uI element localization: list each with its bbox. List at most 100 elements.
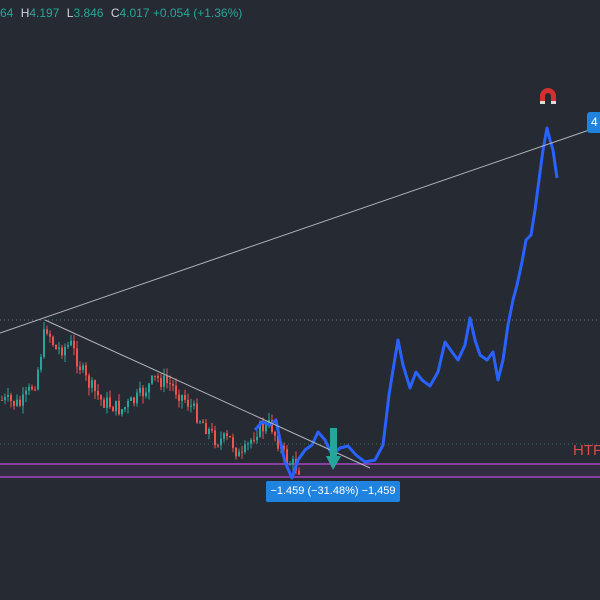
- candle-body: [22, 394, 24, 406]
- candle-body: [184, 395, 186, 400]
- candle-body: [49, 333, 51, 337]
- measure-label: −1.459 (−31.48%) −1,459: [266, 481, 400, 502]
- candle-body: [199, 421, 201, 423]
- high-key: H: [20, 6, 30, 20]
- candle-body: [151, 375, 153, 384]
- candle-body: [187, 399, 189, 407]
- candle-body: [7, 395, 9, 397]
- candle-body: [97, 391, 99, 396]
- trend-line: [44, 319, 371, 469]
- candle-body: [46, 329, 48, 334]
- candle-body: [247, 443, 249, 445]
- candle-body: [100, 395, 102, 400]
- candle-body: [250, 439, 252, 444]
- arrow-body: [330, 428, 337, 456]
- candle-body: [172, 383, 174, 386]
- candle-body: [139, 387, 141, 393]
- candle-body: [244, 444, 246, 453]
- candle-body: [55, 344, 57, 350]
- candle-body: [40, 356, 42, 370]
- candle-body: [106, 397, 108, 408]
- candle-body: [127, 401, 129, 408]
- candle-body: [37, 369, 39, 390]
- candle-body: [91, 380, 93, 388]
- candle-body: [70, 340, 72, 346]
- candle-body: [241, 451, 243, 453]
- candle-body: [265, 423, 267, 432]
- candle-body: [148, 383, 150, 393]
- candle-body: [298, 470, 300, 475]
- close-value: 4.017: [119, 6, 150, 20]
- candle-body: [223, 433, 225, 439]
- candle-body: [28, 386, 30, 391]
- candle-body: [16, 399, 18, 406]
- candle-body: [235, 447, 237, 457]
- candle-body: [58, 347, 60, 350]
- magnet-icon: [540, 88, 556, 104]
- candle-body: [238, 451, 240, 457]
- magnet-tip: [540, 101, 545, 104]
- candle-body: [208, 428, 210, 435]
- candle-body: [145, 392, 147, 397]
- high-value: 4.197: [29, 6, 60, 20]
- candle-body: [283, 445, 285, 450]
- candle-body: [220, 438, 222, 446]
- candle-body: [217, 445, 219, 447]
- candle-body: [25, 390, 27, 395]
- candle-body: [157, 375, 159, 378]
- candle-body: [19, 399, 21, 406]
- candle-body: [166, 375, 168, 384]
- candle-body: [196, 403, 198, 423]
- candle-body: [10, 395, 12, 402]
- candle-body: [289, 464, 291, 466]
- candle-body: [274, 431, 276, 436]
- candle-body: [178, 394, 180, 401]
- candle-body: [94, 380, 96, 392]
- candle-body: [67, 345, 69, 347]
- candle-body: [1, 400, 3, 401]
- candle-body: [286, 449, 288, 465]
- candle-body: [292, 458, 294, 465]
- candle-body: [43, 329, 45, 357]
- candle-body: [262, 422, 264, 432]
- candle-body: [175, 385, 177, 395]
- candle-body: [85, 365, 87, 376]
- candle-body: [115, 400, 117, 412]
- candle-body: [4, 396, 6, 401]
- candle-body: [256, 436, 258, 441]
- low-key: L: [66, 6, 74, 20]
- candle-body: [133, 397, 135, 404]
- candle-body: [181, 395, 183, 401]
- candle-body: [253, 439, 255, 441]
- candle-body: [229, 436, 231, 438]
- candle-body: [142, 387, 144, 397]
- ohlc-header: 64 H4.197 L3.846 C4.017 +0.054 (+1.36%): [0, 6, 242, 20]
- candle-body: [61, 347, 63, 356]
- candle-body: [76, 348, 78, 367]
- candle-body: [226, 433, 228, 437]
- candle-body: [88, 375, 90, 388]
- candle-body: [73, 340, 75, 349]
- candle-body: [103, 399, 105, 408]
- candle-body: [13, 401, 15, 406]
- price-line: [253, 126, 559, 480]
- low-value: 3.846: [73, 6, 104, 20]
- change-value: +0.054 (+1.36%): [152, 6, 243, 20]
- candle-body: [277, 435, 279, 449]
- candle-body: [169, 383, 171, 385]
- candle-body: [79, 366, 81, 370]
- candle-body: [31, 386, 33, 390]
- zone: [0, 463, 600, 477]
- candle-body: [34, 389, 36, 391]
- close-key: C: [110, 6, 120, 20]
- candle-body: [118, 400, 120, 415]
- candle-body: [160, 377, 162, 387]
- candle-body: [211, 428, 213, 431]
- candle-body: [136, 392, 138, 404]
- candle-body: [109, 397, 111, 408]
- open-value: 64: [0, 6, 14, 20]
- candle-body: [52, 336, 54, 345]
- candle-body: [112, 407, 114, 412]
